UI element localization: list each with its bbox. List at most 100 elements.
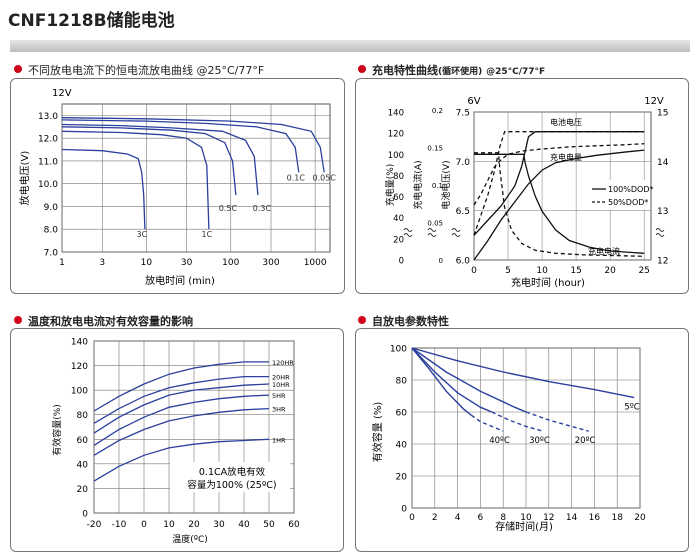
series-label: 3HR [272, 406, 286, 414]
axis-break-mark [655, 228, 665, 237]
series-line-5HR [93, 394, 270, 446]
labels-group: 7.0 8.0 9.0 10.0 11.0 12.0 13.0 1 3 10 30 100 300 100… [38, 112, 336, 268]
y-tick-label: 80 [396, 377, 408, 387]
discharge-chart-panel [10, 78, 345, 294]
x-tick-label: 8 [500, 513, 506, 523]
series-line-20ºC [411, 347, 527, 413]
charge-amount-tick-label: 120 [388, 130, 404, 140]
x-tick-label: 25 [638, 266, 649, 276]
y-axis-title-battery-voltage: 电池电压(V) [440, 160, 452, 209]
series-line-0.1C [61, 119, 300, 173]
x-tick-label: 3 [99, 258, 105, 268]
page-title: CNF1218B储能电池 [8, 11, 175, 31]
series-dashed-40ºC [470, 414, 504, 432]
series-group [411, 347, 635, 432]
series-line-电池电压-50dod [473, 131, 645, 236]
x-tick-label: -20 [87, 520, 102, 530]
y-tick-label: 60 [396, 409, 408, 419]
series-label: 20ºC [575, 436, 596, 446]
section-title-charge: 充电特性曲线 [372, 64, 438, 77]
voltage-tick-label: 7.5 [456, 109, 470, 119]
series-line-1C [61, 130, 210, 230]
series-label: 1C [202, 230, 213, 239]
x-tick-label: 6 [478, 513, 484, 523]
section-heading-charge: 充电特性曲线(循环使用) @25°C/77°F [358, 62, 545, 78]
charge-current-tick-label: 0.15 [427, 145, 443, 153]
section-title-self-discharge: 自放电参数特性 [372, 315, 449, 328]
series-line-40ºC [411, 347, 472, 416]
y-axis-top-label: 12V [52, 88, 72, 99]
right-tick-label: 15 [657, 109, 668, 119]
x-tick-label: 20 [634, 513, 646, 523]
series-label: 10HR [272, 381, 290, 389]
series-label: 5HR [272, 392, 286, 400]
x-tick-label: 50 [263, 520, 275, 530]
y-tick-label: 11.0 [38, 157, 58, 167]
series-line-3C [61, 148, 146, 230]
series-line-120HR [93, 361, 269, 412]
series-line-充电量-50dod [473, 143, 645, 206]
y-tick-label: 9.0 [44, 203, 59, 213]
section-heading-discharge: 不同放电电流下的恒电流放电曲线 @25°C/77°F [14, 62, 264, 78]
x-tick-label: 1000 [304, 258, 327, 268]
series-label: 0.05C [312, 173, 336, 182]
series-line-充电电流-50dod [474, 152, 645, 257]
voltage-tick-label: 6.0 [456, 257, 471, 267]
y-tick-label: 80 [77, 411, 89, 421]
y-tick-label: 120 [71, 362, 88, 372]
curve-annotation: 充电电流 [588, 246, 620, 256]
series-line-30ºC [411, 347, 493, 413]
x-tick-label: 10 [163, 520, 175, 530]
y-tick-label: 8.0 [44, 226, 59, 236]
section-heading-self-discharge: 自放电参数特性 [358, 313, 449, 329]
x-tick-label: 15 [570, 266, 581, 276]
y-tick-label: 20 [77, 485, 89, 495]
charge-amount-tick-label: 20 [393, 235, 404, 245]
x-axis-title: 温度(ºC) [172, 533, 208, 545]
series-line-3HR [93, 407, 270, 456]
section-condition-charge: @25°C/77°F [486, 67, 546, 77]
voltage-tick-label: 7.0 [456, 158, 471, 168]
series-line-充电电流-100dod [474, 153, 645, 254]
labels-group: 0 5 10 15 20 25 12 13 14 15 6.0 6.5 7.0 7.5 0 20 40 60 80 1… [388, 107, 669, 276]
y-axis-title: 有效容量(%) [51, 404, 63, 456]
x-tick-label: 10 [520, 513, 532, 523]
x-tick-label: 0 [141, 520, 147, 530]
bullet-icon [14, 316, 22, 324]
note-box [170, 462, 290, 492]
x-tick-label: 1 [59, 258, 65, 268]
y-tick-label: 12.0 [38, 135, 58, 145]
x-tick-label: 30 [213, 520, 225, 530]
series-line-1HR [93, 438, 270, 482]
x-tick-label: 10 [141, 258, 153, 268]
series-label: 120HR [272, 359, 294, 367]
axis-break-mark [427, 228, 437, 237]
y-tick-label: 10.0 [38, 180, 58, 190]
series-label: 20HR [272, 374, 290, 382]
self-discharge-chart-panel [355, 328, 689, 552]
note-line-2: 容量为100% (25ºC) [187, 479, 276, 491]
x-tick-label: 40 [238, 520, 250, 530]
curve-annotation: 充电电量 [550, 152, 582, 162]
section-note-charge: (循环使用) [438, 67, 483, 77]
y-tick-label: 100 [390, 345, 407, 355]
y-tick-label: 20 [396, 473, 408, 483]
curve-annotation: 电池电压 [550, 117, 582, 127]
x-axis-title: 充电时间 (hour) [511, 276, 585, 289]
x-tick-label: 18 [611, 513, 623, 523]
right-tick-label: 13 [657, 207, 668, 217]
y-axis-title-charge-current: 充电电流(A) [412, 160, 424, 209]
series-line-10HR [93, 383, 270, 434]
labels-group: 0 20 40 60 80 100 120 140 -20 -10 0 10 20 30 40 50 60 120… [71, 338, 300, 531]
y-tick-label: 60 [77, 436, 89, 446]
section-title-temperature: 温度和放电电流对有效容量的影响 [28, 315, 193, 328]
x-tick-label: 14 [566, 513, 578, 523]
series-label: 0.3C [253, 204, 272, 213]
x-tick-label: 300 [262, 258, 279, 268]
x-tick-label: 60 [288, 520, 300, 530]
charge-amount-tick-label: 60 [393, 193, 404, 203]
right-tick-label: 12 [657, 257, 668, 267]
series-dashed-30ºC [491, 411, 544, 432]
